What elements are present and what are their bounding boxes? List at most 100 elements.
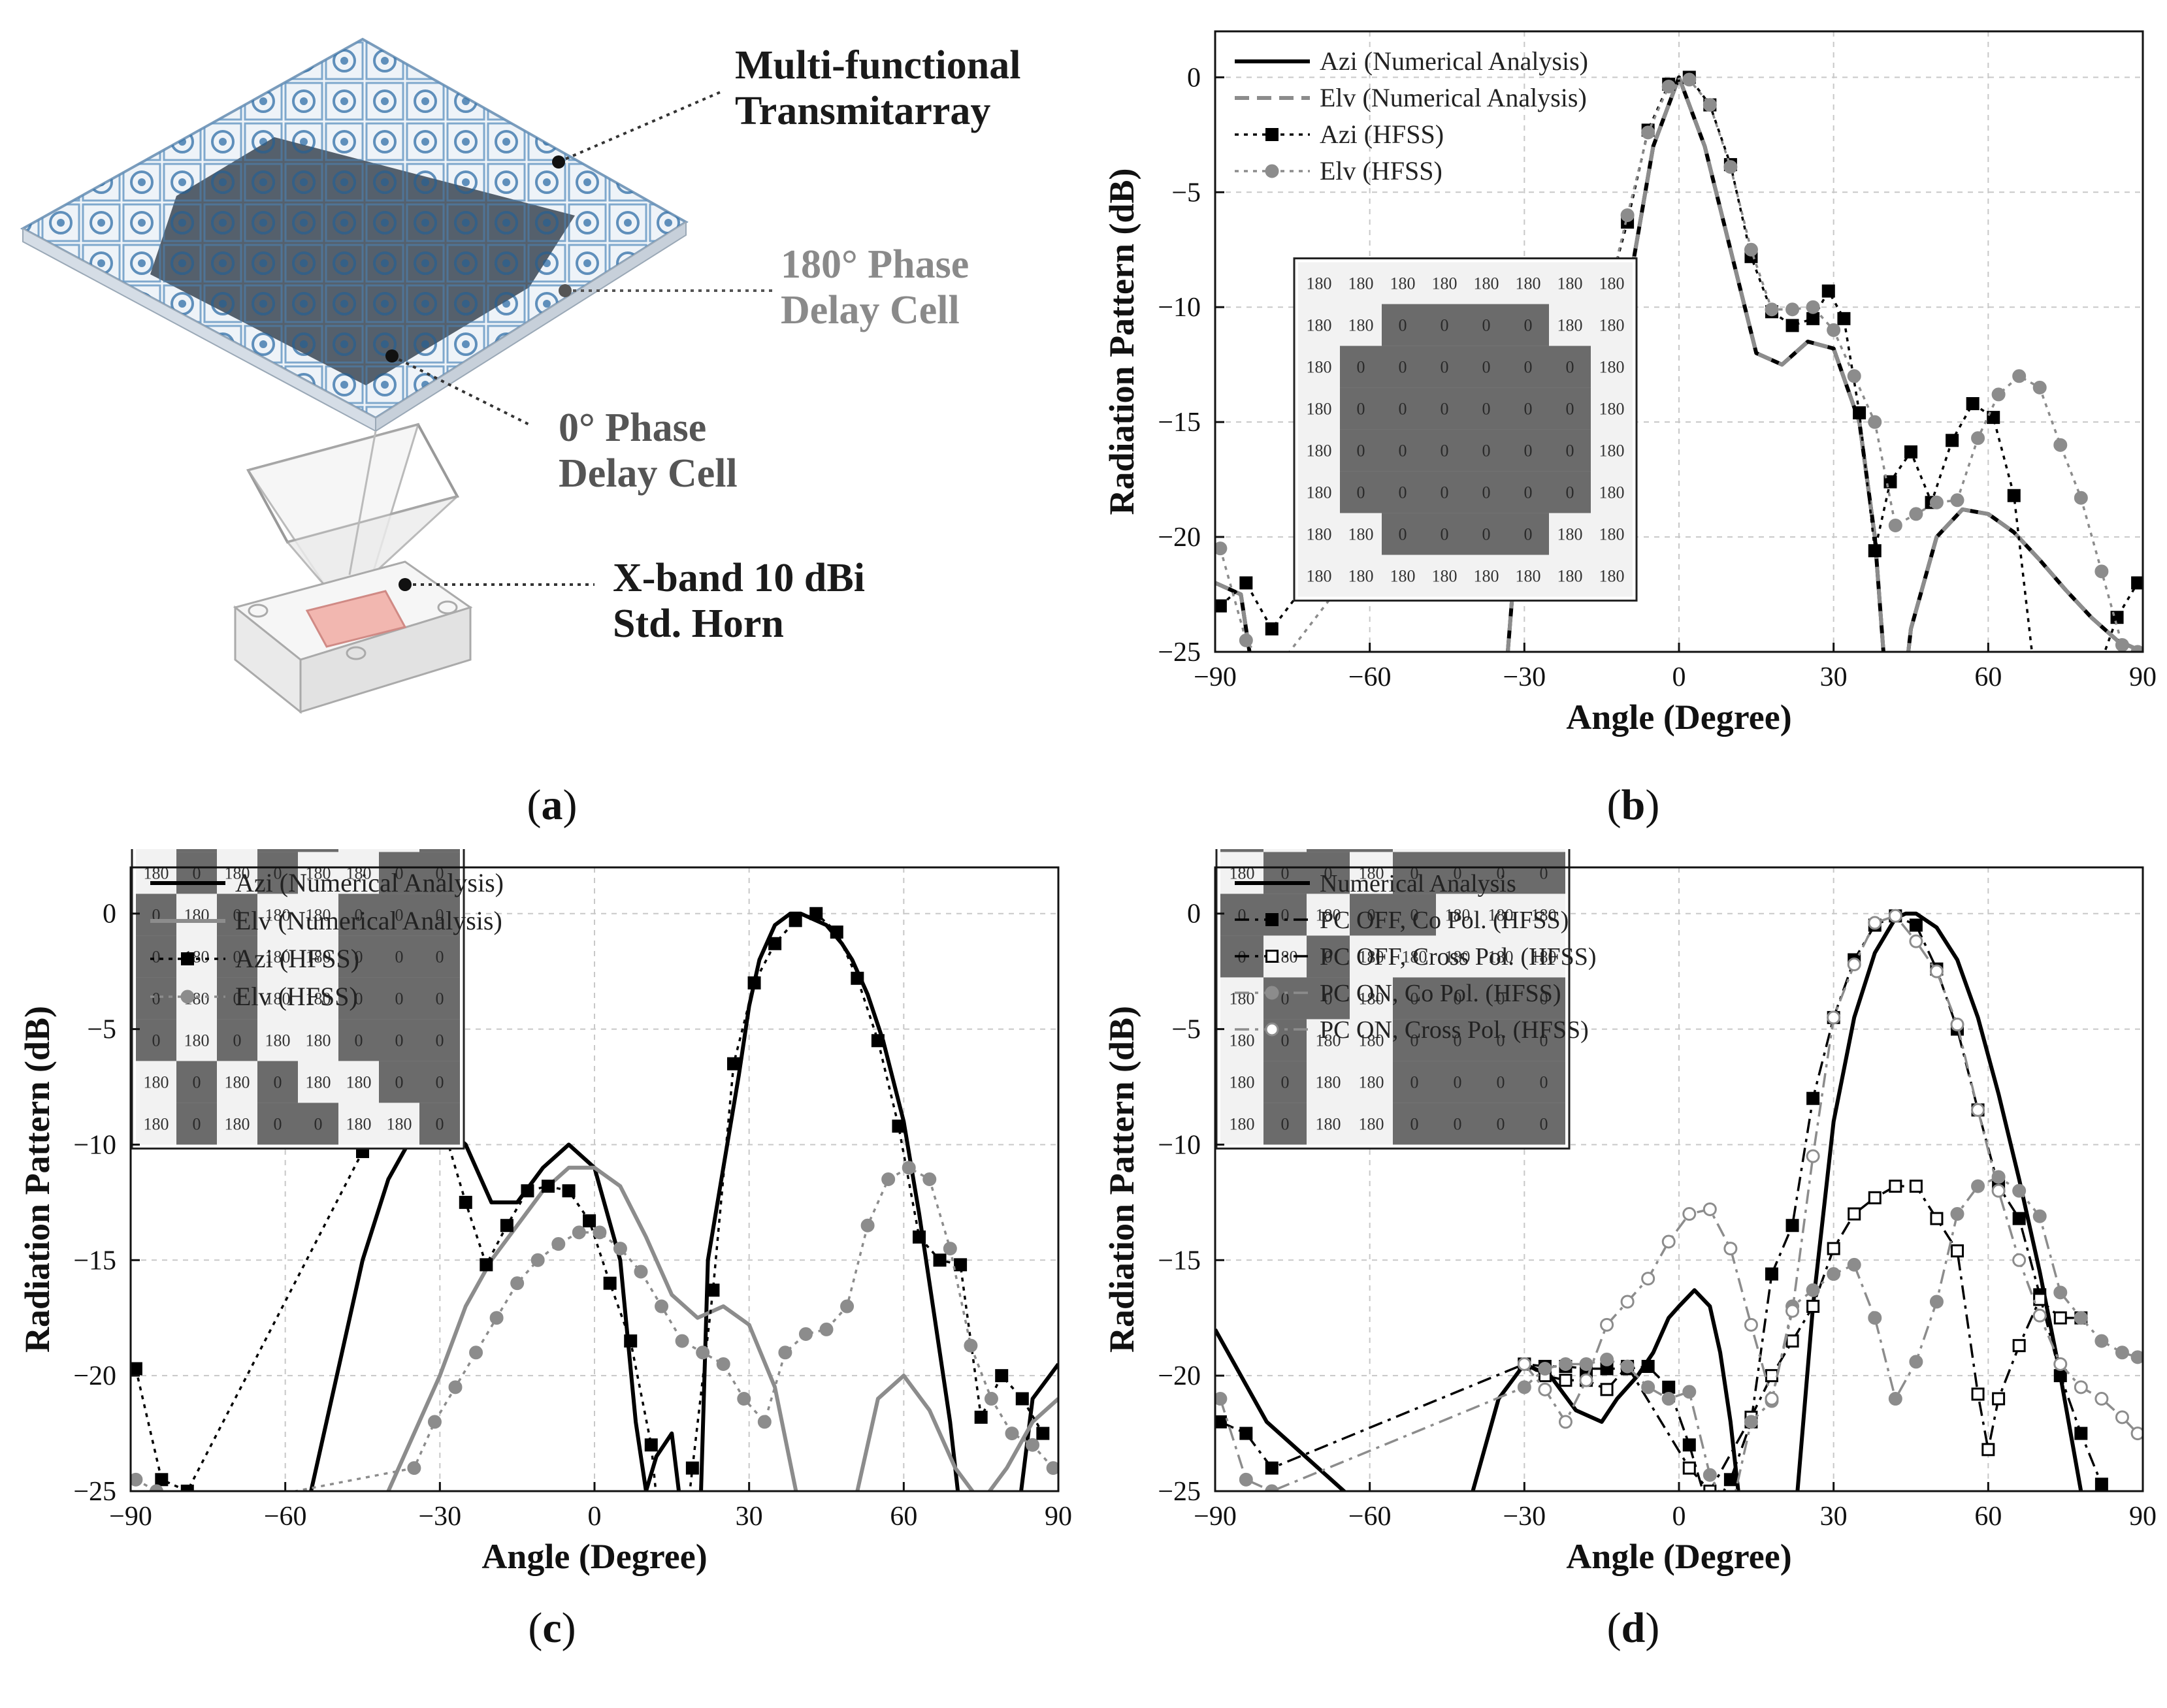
inset-cell-label: 180 — [1599, 483, 1625, 502]
data-point — [572, 1225, 586, 1240]
inset-cell — [1382, 429, 1424, 472]
inset-cell-label: 0 — [436, 905, 444, 924]
inset-cell — [217, 852, 257, 894]
inset-cell — [1465, 346, 1507, 388]
inset-cell — [1465, 555, 1507, 597]
data-point — [634, 1265, 648, 1279]
inset-cell-label: 0 — [1497, 1031, 1505, 1050]
inset-cell-label: 180 — [1474, 274, 1499, 293]
inset-cell — [298, 1061, 338, 1103]
inset-cell — [379, 977, 419, 1020]
inset-cell-label: 180 — [265, 905, 291, 924]
data-point — [2049, 761, 2061, 771]
legend-entry: Elv (HFSS) — [235, 982, 358, 1011]
inset-cell-label: 0 — [1497, 1072, 1505, 1091]
data-point — [2029, 669, 2040, 681]
data-point — [964, 1338, 978, 1353]
label-180-phase-cell: 180° Phase Delay Cell — [781, 242, 969, 332]
inset-cell-label: 180 — [306, 989, 331, 1008]
inset-cell-label: 180 — [265, 989, 291, 1008]
legend-marker — [181, 952, 194, 965]
inset-cell-label: 180 — [1307, 316, 1332, 335]
legend: Azi (Numerical Analysis) Elv (Numerical A… — [150, 868, 504, 1011]
inset-cell — [1522, 1103, 1565, 1145]
data-point — [1909, 1180, 1923, 1193]
inset-cell — [1465, 262, 1507, 304]
inset-cell — [1424, 304, 1465, 346]
data-point — [427, 1415, 442, 1429]
data-point — [1558, 1415, 1572, 1429]
inset-cell — [136, 1061, 176, 1103]
series-3 — [131, 1161, 1058, 1491]
inset-cell — [338, 1061, 379, 1103]
inset-cell-label: 0 — [233, 947, 242, 966]
inset-cell — [338, 1103, 379, 1145]
inset-cell — [176, 1019, 217, 1061]
inset-cell — [338, 935, 379, 978]
inset-cell — [257, 1103, 298, 1145]
inset-cell — [1307, 977, 1350, 1020]
data-point — [1046, 1461, 1058, 1475]
inset-cell-label: 0 — [1441, 358, 1449, 377]
inset-cell — [1298, 304, 1340, 346]
data-point — [2012, 369, 2027, 383]
inset-cell — [1424, 262, 1465, 304]
inset-cell-label: 0 — [1482, 442, 1491, 460]
data-point — [489, 1311, 504, 1325]
y-tick-label: −25 — [1158, 637, 1201, 668]
data-point — [1950, 1018, 1964, 1032]
label-0-phase-cell: 0° Phase Delay Cell — [559, 406, 738, 496]
inset-cell — [1436, 935, 1479, 978]
series-0 — [1215, 911, 2083, 1491]
data-point — [407, 1461, 421, 1475]
inset-cell-label: 180 — [1359, 1072, 1384, 1091]
data-point — [2032, 1209, 2047, 1223]
data-point — [1868, 415, 1882, 429]
inset-cell-label: 180 — [1516, 274, 1541, 293]
data-point — [1868, 544, 1882, 558]
series-3 — [1215, 1170, 2143, 1491]
data-point — [1785, 302, 1800, 317]
inset-cell-label: 0 — [152, 989, 161, 1008]
inset-cell-label: 0 — [1399, 483, 1407, 502]
data-point — [1929, 1295, 1944, 1309]
inset-cell-label: 0 — [1281, 905, 1290, 924]
inset-cell — [1522, 1019, 1565, 1061]
inset-cell — [1507, 262, 1549, 304]
data-point — [1703, 1202, 1717, 1216]
data-point — [2094, 1392, 2109, 1406]
data-point — [1661, 1392, 1676, 1406]
data-point — [1827, 1242, 1840, 1255]
data-point — [624, 1334, 638, 1348]
y-tick-label: −10 — [73, 1130, 116, 1160]
inset-cell-label: 0 — [1540, 863, 1548, 882]
inset-cell-label: 0 — [1497, 989, 1505, 1008]
inset-cell-label: 0 — [152, 947, 161, 966]
inset-cell-label: 0 — [436, 947, 444, 966]
inset-cell — [1436, 1103, 1479, 1145]
inset-cell — [1522, 849, 1565, 852]
data-point — [1868, 1191, 1882, 1204]
inset-cell-label: 0 — [1566, 483, 1574, 502]
inset-cell — [1350, 977, 1393, 1020]
data-point — [2094, 1334, 2109, 1348]
inset-cell-label: 0 — [193, 1114, 201, 1133]
inset-cell-label: 180 — [1359, 1114, 1384, 1133]
inset-cell — [1382, 304, 1424, 346]
inset-cell — [1591, 429, 1633, 472]
series-line — [1215, 911, 2083, 1491]
inset-cell-label: 180 — [1599, 358, 1625, 377]
inset-cell-label: 180 — [1432, 567, 1458, 586]
y-tick-label: −20 — [73, 1361, 116, 1391]
inset-cell-label: 0 — [1482, 358, 1491, 377]
y-tick-label: −10 — [1158, 1130, 1201, 1160]
data-point — [1703, 1485, 1717, 1491]
inset-cell-label: 0 — [1238, 905, 1246, 924]
inset-cell — [1424, 555, 1465, 597]
axes: −90 −60 −30 0 30 60 90 0 −5 −10 −15 −20 −25 — [73, 899, 1072, 1532]
data-point — [778, 1345, 792, 1360]
inset-cell-label: 180 — [1474, 567, 1499, 586]
inset-cell-label: 0 — [1399, 358, 1407, 377]
data-point — [1723, 1473, 1737, 1487]
y-tick-label: −5 — [1171, 1015, 1201, 1045]
